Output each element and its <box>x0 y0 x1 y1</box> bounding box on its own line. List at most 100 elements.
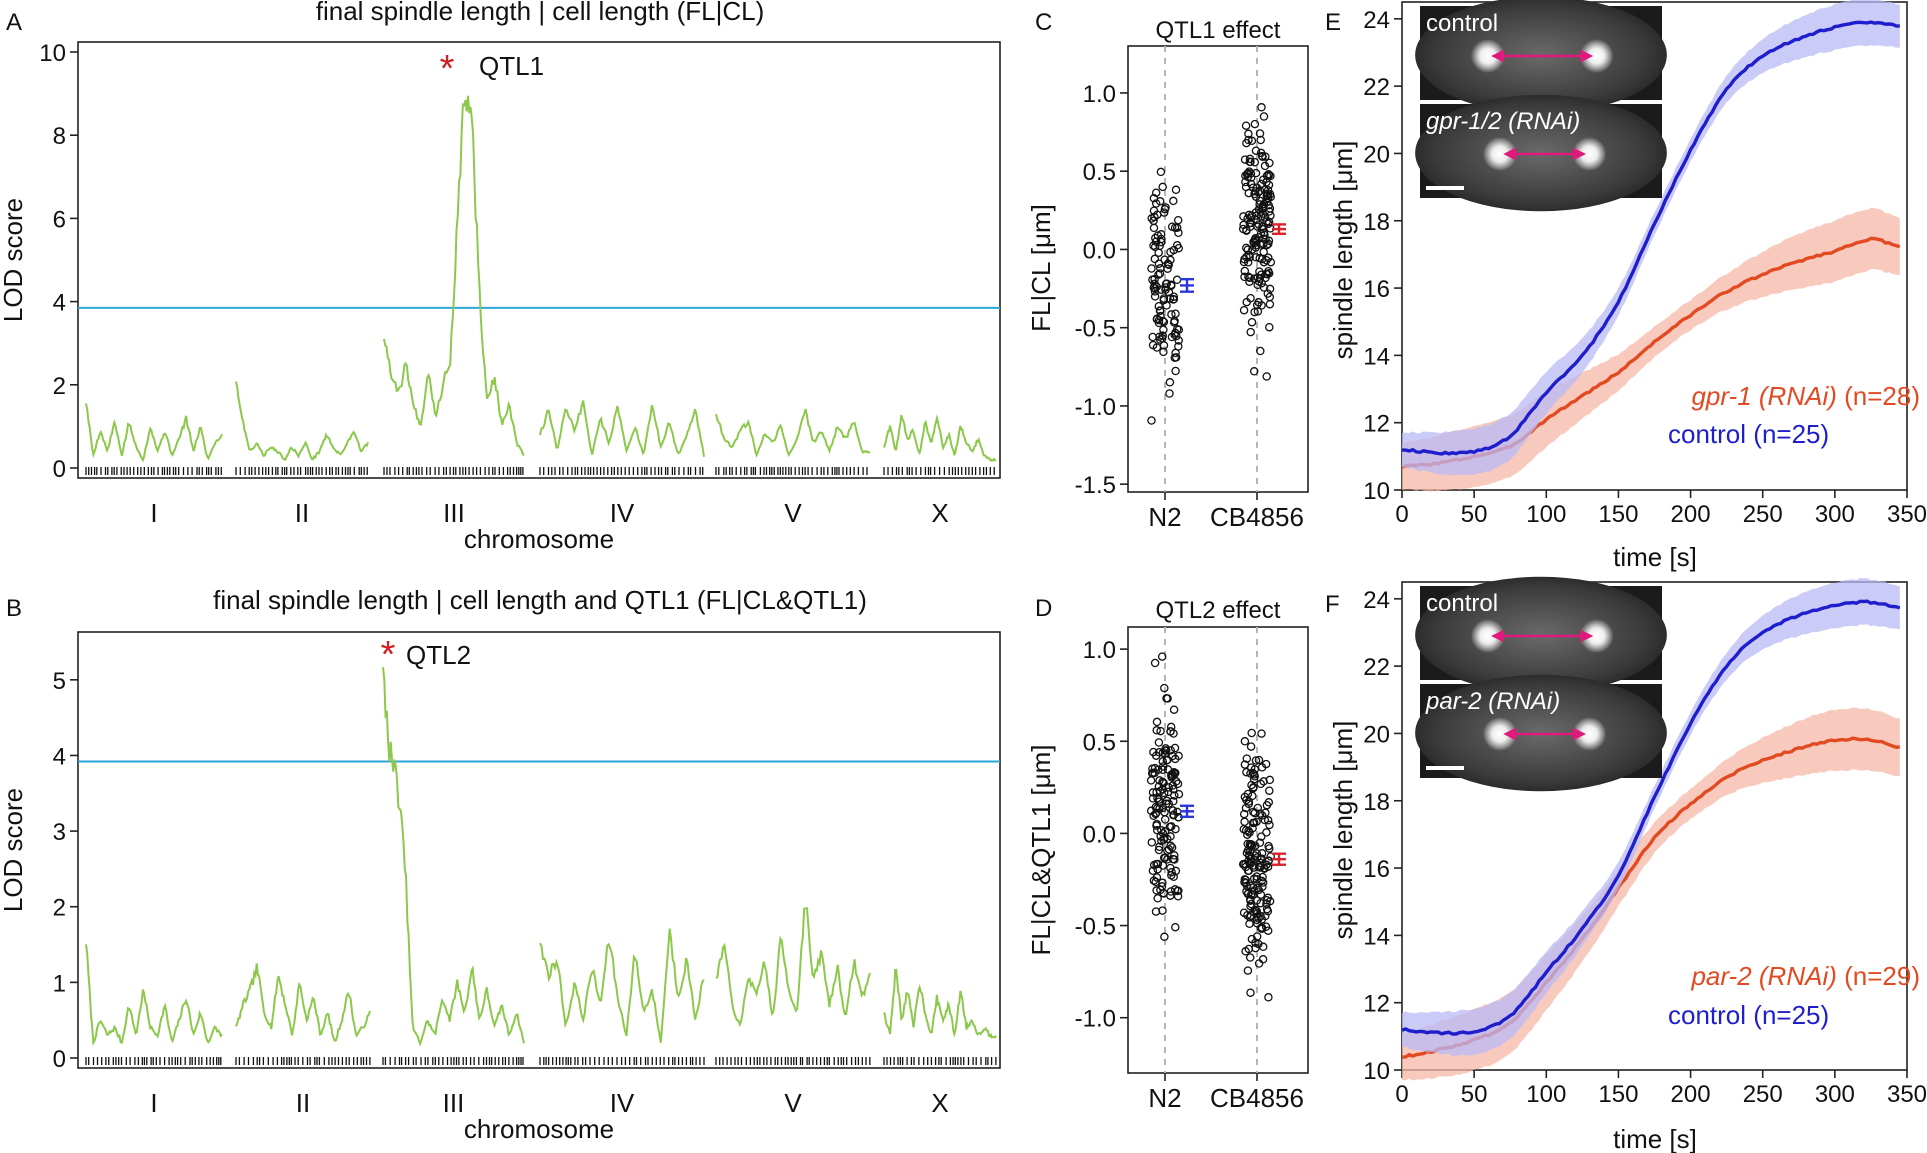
x-tick-label-chromosome: V <box>784 1088 802 1118</box>
x-tick-label: 150 <box>1598 501 1638 528</box>
data-point <box>1171 348 1180 358</box>
data-point <box>1263 816 1273 825</box>
panel-f-legend-rnai-name: par-2 (RNAi) <box>1690 961 1836 991</box>
data-point <box>1251 236 1261 245</box>
x-tick-label-chromosome: IV <box>610 498 635 528</box>
data-point <box>1265 299 1275 309</box>
lod-curve-chromosome-I <box>85 403 223 463</box>
data-point <box>1157 334 1167 343</box>
data-point <box>1156 237 1166 247</box>
data-point <box>1167 867 1176 877</box>
data-point <box>1239 212 1248 221</box>
x-tick-label: 250 <box>1743 1081 1783 1108</box>
lod-curve-chromosome-IV <box>539 928 705 1043</box>
y-tick-label: 5 <box>53 668 66 695</box>
data-point <box>1164 260 1174 270</box>
y-tick-label: 12 <box>1363 411 1390 438</box>
data-point <box>1148 275 1157 284</box>
data-point <box>1265 775 1275 785</box>
data-point <box>1258 955 1268 964</box>
x-tick-label-chromosome: II <box>295 498 309 528</box>
panel-e-y-axis: 10 12 14 16 18 20 22 24 <box>1363 7 1402 505</box>
y-tick-label: 14 <box>1363 923 1390 950</box>
data-point <box>1148 866 1158 876</box>
data-point <box>1156 264 1165 273</box>
data-point <box>1246 157 1255 167</box>
panel-c-x-axis: N2 CB4856 <box>1148 492 1304 532</box>
data-point <box>1239 305 1249 315</box>
panel-f-legend-rnai: par-2 (RNAi) (n=29) <box>1690 961 1920 991</box>
data-point <box>1147 838 1157 847</box>
lod-curve-chromosome-IV <box>539 400 705 457</box>
data-point <box>1247 136 1257 146</box>
data-point <box>1257 915 1267 924</box>
data-point <box>1257 278 1266 288</box>
data-point <box>1243 966 1253 975</box>
data-point <box>1166 722 1176 732</box>
panel-e-plot-frame <box>1401 1 1908 491</box>
panel-b-peak-label: QTL2 <box>406 640 471 670</box>
data-point <box>1243 168 1253 178</box>
data-point <box>1259 247 1268 257</box>
panel-a-title: final spindle length | cell length (FL|C… <box>316 0 765 26</box>
x-tick-label: 50 <box>1461 501 1488 528</box>
data-point <box>1246 327 1255 337</box>
y-tick-label: 1.0 <box>1083 81 1116 108</box>
data-point <box>1241 947 1250 956</box>
lod-curve-chromosome-V <box>715 907 871 1028</box>
panel-e-legend-control: control (n=25) <box>1668 419 1829 449</box>
data-point <box>1167 871 1176 880</box>
y-tick-label: 0.0 <box>1083 237 1116 264</box>
x-tick-label-N2: N2 <box>1148 1083 1181 1113</box>
data-point <box>1247 317 1257 327</box>
x-tick-label: 350 <box>1887 501 1927 528</box>
data-point <box>1159 779 1168 788</box>
x-tick-label: 350 <box>1887 1081 1927 1108</box>
data-point <box>1156 832 1165 841</box>
data-point <box>1154 259 1164 268</box>
scale-bar <box>1426 186 1464 190</box>
data-point <box>1259 112 1269 121</box>
lod-curve-chromosome-X <box>883 968 997 1039</box>
panel-a-y-label: LOD score <box>0 198 28 322</box>
y-tick-label: 10 <box>39 40 66 67</box>
panel-f-x-label: time [s] <box>1613 1124 1697 1153</box>
data-point <box>1154 738 1164 747</box>
data-point <box>1167 222 1177 231</box>
confidence-band-control <box>1402 0 1900 476</box>
data-point <box>1264 171 1274 180</box>
data-point <box>1255 809 1265 818</box>
data-point <box>1152 886 1161 895</box>
data-point <box>1240 817 1249 827</box>
data-point <box>1150 284 1160 293</box>
data-point <box>1151 802 1161 812</box>
data-point <box>1251 192 1261 201</box>
data-point <box>1240 155 1250 164</box>
data-point <box>1263 269 1272 279</box>
x-tick-label-chromosome: II <box>296 1088 310 1118</box>
panel-d-y-axis: -1.0 -0.5 0.0 0.5 1.0 <box>1075 637 1128 1033</box>
lod-curve-chromosome-II <box>235 963 371 1042</box>
panel-letter-b: B <box>6 595 22 622</box>
panel-c: C QTL1 effect -1.5 -1.0 -0.5 0.0 0.5 1.0 N2 CB… <box>1026 9 1309 532</box>
data-point <box>1242 795 1251 805</box>
data-point <box>1253 307 1263 316</box>
data-point <box>1257 103 1266 112</box>
panel-d-plot-frame <box>1127 626 1309 1074</box>
x-tick-label: 300 <box>1815 1081 1855 1108</box>
data-point <box>1258 203 1267 213</box>
data-point <box>1171 922 1180 932</box>
data-point <box>1173 892 1183 901</box>
data-point <box>1257 849 1267 858</box>
data-point <box>1253 803 1263 813</box>
data-point <box>1249 874 1259 883</box>
data-point <box>1263 191 1272 200</box>
x-tick-label-chromosome: V <box>784 498 802 528</box>
data-point <box>1251 168 1261 178</box>
data-point <box>1252 817 1261 826</box>
data-point <box>1262 800 1272 810</box>
y-tick-label: 4 <box>53 290 66 317</box>
data-point <box>1265 786 1274 795</box>
data-point <box>1155 269 1165 278</box>
data-point <box>1164 799 1174 809</box>
